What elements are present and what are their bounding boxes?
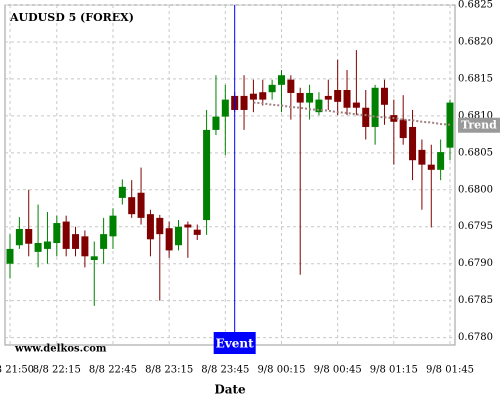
event-box xyxy=(213,332,256,354)
candle-body xyxy=(25,228,33,244)
candle-body xyxy=(146,214,154,240)
x-tick-label: 9/8 00:45 xyxy=(314,365,362,376)
candle-body xyxy=(427,164,435,170)
candle-body xyxy=(165,228,173,251)
y-tick-label: 0.6805 xyxy=(458,147,493,158)
candle-body xyxy=(380,87,388,105)
candle-body xyxy=(437,152,445,170)
y-tick-label: 0.6790 xyxy=(458,258,493,269)
candle-body xyxy=(193,229,201,235)
candle-body xyxy=(315,99,323,113)
x-tick-label: 9/8 01:15 xyxy=(370,365,418,376)
candle-body xyxy=(287,79,295,93)
y-tick-label: 0.6800 xyxy=(458,184,493,195)
trend-line xyxy=(253,101,451,126)
x-axis-label: Date xyxy=(214,383,246,397)
y-tick-label: 0.6825 xyxy=(458,0,493,11)
candle-body xyxy=(15,228,23,246)
candle-body xyxy=(240,95,248,110)
candle-body xyxy=(418,149,426,165)
candle-body xyxy=(399,119,407,139)
watermark: www.delkos.com xyxy=(14,344,107,355)
candle-body xyxy=(409,126,417,161)
x-tick-label: 8/8 23:45 xyxy=(201,365,249,376)
candle-body xyxy=(212,116,220,130)
candle-body xyxy=(371,87,379,127)
x-tick-label: 8/8 23:15 xyxy=(145,365,193,376)
candle-body xyxy=(34,243,42,252)
candle-body xyxy=(137,192,145,218)
candle-body xyxy=(203,129,211,221)
candle-body xyxy=(72,234,80,249)
candle-body xyxy=(268,84,276,93)
y-tick-label: 0.6795 xyxy=(458,221,493,232)
y-tick-label: 0.6815 xyxy=(458,73,493,84)
candle-body xyxy=(128,197,136,215)
candle-body xyxy=(100,234,108,249)
candle-body xyxy=(62,221,70,249)
candle-body xyxy=(277,75,285,85)
x-tick-label: 8/8 22:15 xyxy=(33,365,81,376)
x-tick-label: 8/8 22:45 xyxy=(89,365,137,376)
candle-body xyxy=(184,224,192,228)
y-tick-label: 0.6810 xyxy=(458,110,493,121)
candle-body xyxy=(296,92,304,103)
trend-label: Trend xyxy=(461,119,497,132)
candle-body xyxy=(259,92,267,100)
candle-body xyxy=(90,256,98,260)
candle-body xyxy=(343,90,351,108)
x-tick-label: 9/8 01:45 xyxy=(426,365,474,376)
trend-label-box xyxy=(458,117,500,133)
candle-body xyxy=(249,93,257,100)
chart-title: AUDUSD 5 (FOREX) xyxy=(9,11,134,24)
candle-body xyxy=(334,90,342,102)
candle-body xyxy=(53,223,61,243)
candle-body xyxy=(175,226,183,246)
candle-body xyxy=(109,215,117,237)
x-tick-label: 8/8 21:50 xyxy=(0,365,34,376)
candle-body xyxy=(362,107,370,127)
candle-body xyxy=(6,248,14,264)
candle-body xyxy=(156,217,164,235)
candle-body xyxy=(352,102,360,108)
event-label: Event xyxy=(216,337,254,351)
y-tick-label: 0.6780 xyxy=(458,332,493,343)
candle-body xyxy=(324,95,332,100)
candle-body xyxy=(221,99,229,117)
candle-body xyxy=(446,102,454,148)
x-tick-label: 9/8 00:15 xyxy=(257,365,305,376)
plot-frame xyxy=(4,4,456,346)
y-tick-label: 0.6785 xyxy=(458,295,493,306)
y-tick-label: 0.6820 xyxy=(458,36,493,47)
candle-body xyxy=(118,186,126,198)
candle-body xyxy=(43,241,51,249)
candle-body xyxy=(81,236,89,257)
candle-body xyxy=(306,92,314,103)
